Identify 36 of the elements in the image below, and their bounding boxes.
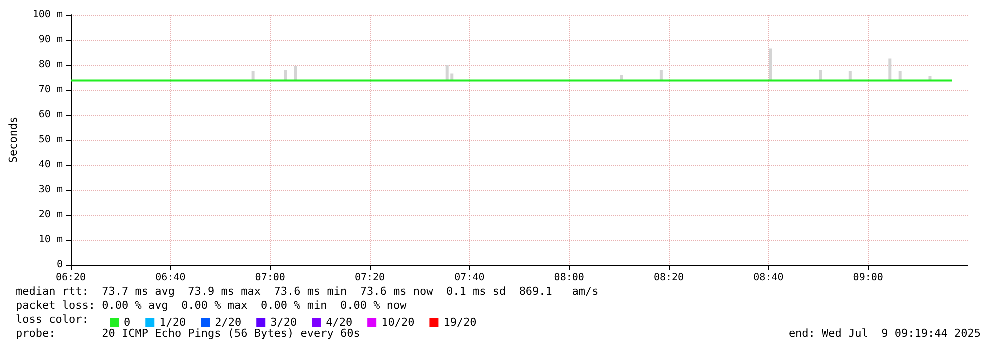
x-tick-label: 08:20 [654, 272, 684, 284]
x-tick-label: 07:20 [354, 272, 386, 284]
y-tick-label: 80 m [38, 60, 63, 70]
text: probe: 20 ICMP Echo Pings (56 Bytes) every 60s [16, 327, 360, 340]
bar [294, 66, 298, 82]
text: median rtt: 73.7 ms avg 73.9 ms max 73.6 ms min 73.6 ms now 0.1 ms sd 869.1 am/s [16, 285, 599, 298]
x-tick-label: 07:40 [454, 272, 485, 284]
y-tick-label: 70 m [38, 84, 63, 96]
legend-label: 19/20 [444, 316, 477, 329]
y-tick-label: 10 m [38, 234, 63, 246]
y-tick-label: 20 m [38, 210, 63, 220]
legend-label: 0 [124, 316, 131, 329]
x-tick-label: 06:20 [56, 272, 86, 284]
y-tick-label: 90 m [38, 34, 63, 46]
y-axis-title: Seconds [7, 116, 20, 164]
y-tick-label: 100 m [32, 10, 63, 20]
x-tick-label: 07:00 [255, 272, 286, 284]
x-tick-label: 06:40 [156, 272, 186, 284]
legend-label: 3/20 [270, 316, 298, 329]
x-tick-label: 08:00 [554, 272, 584, 284]
legend-label: 1/20 [160, 316, 186, 329]
y-tick-label: 30 m [38, 184, 63, 196]
x-tick-label: 09:00 [853, 272, 884, 284]
legend-label: 4/20 [326, 316, 353, 329]
text: packet loss: 0.00 % avg 0.00 % max 0.00 % min 0.00 % now [16, 299, 407, 312]
text: end: Wed Jul 9 09:19:44 2025 [788, 327, 981, 340]
bar [888, 58, 892, 82]
bar [769, 48, 772, 82]
legend-title: loss color: [16, 313, 89, 326]
y-tick-label: 60 m [38, 110, 63, 120]
y-tick-label: 50 m [38, 134, 63, 146]
legend-label: 2/20 [215, 316, 242, 329]
y-tick-label: 0 [56, 260, 63, 270]
x-tick-label: 08:40 [754, 272, 784, 284]
legend-label: 10/20 [382, 316, 415, 329]
y-tick-label: 40 m [38, 160, 63, 170]
